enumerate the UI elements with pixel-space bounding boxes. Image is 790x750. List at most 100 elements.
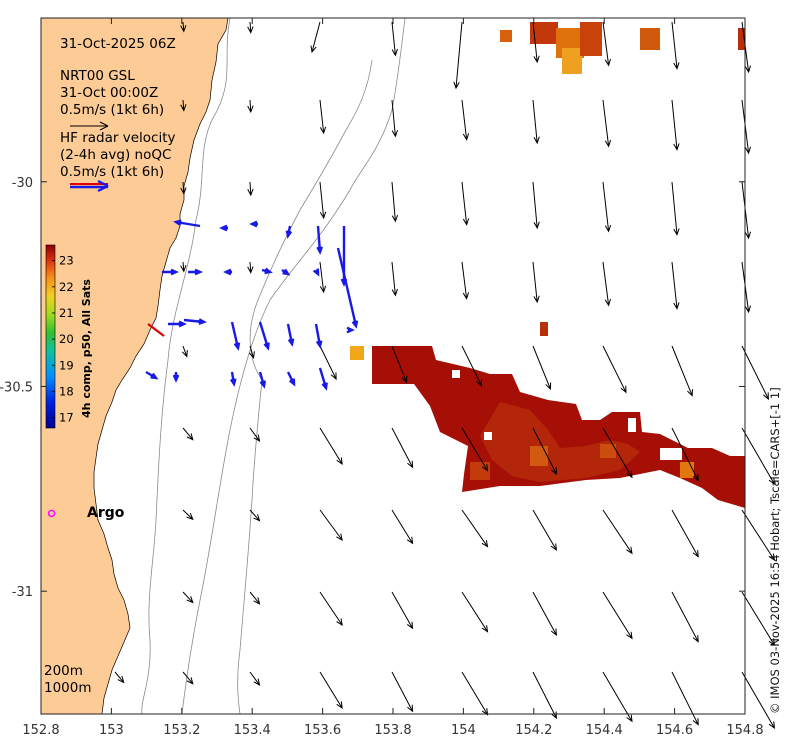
radar-vector bbox=[223, 268, 232, 276]
model-vector bbox=[180, 181, 187, 195]
isobath-1000m-a bbox=[181, 17, 406, 715]
model-vector bbox=[391, 591, 414, 630]
model-vector bbox=[247, 181, 254, 197]
sst-patch bbox=[562, 48, 582, 74]
radar-scale-arrow bbox=[70, 180, 109, 192]
radar-vector bbox=[258, 321, 270, 351]
model-vector bbox=[391, 427, 414, 469]
model-vector bbox=[249, 509, 261, 522]
model-vector bbox=[532, 345, 552, 391]
colorbar-label: 4h comp, p50, All Sats bbox=[80, 279, 93, 418]
radar-vector bbox=[286, 323, 295, 347]
model-vector bbox=[247, 99, 254, 114]
model-vector bbox=[602, 671, 633, 723]
colorbar-tick-label: 18 bbox=[59, 384, 74, 398]
model-vector bbox=[532, 427, 557, 476]
radar-vector bbox=[173, 219, 201, 228]
model-vector bbox=[182, 509, 194, 521]
sst-gap bbox=[484, 432, 492, 440]
model-vector bbox=[319, 591, 343, 627]
sst-patch bbox=[540, 322, 548, 336]
model-vector bbox=[319, 181, 327, 220]
radar-vector bbox=[229, 371, 237, 387]
radar-line2: (2-4h avg) noQC bbox=[60, 147, 171, 163]
model-vector bbox=[391, 509, 414, 545]
sst-filament bbox=[372, 346, 745, 508]
model-vector bbox=[319, 345, 337, 381]
radar-vector bbox=[318, 367, 328, 391]
sst-patch bbox=[530, 22, 558, 44]
model-vector bbox=[671, 591, 699, 643]
model-vector bbox=[391, 181, 399, 223]
x-tick-label: 152.8 bbox=[22, 723, 59, 738]
model-vector bbox=[532, 99, 540, 145]
radar-vector bbox=[316, 225, 323, 255]
hf-radar-vectors bbox=[145, 219, 359, 391]
model-vector bbox=[602, 99, 612, 148]
y-tick-label: -31 bbox=[12, 585, 33, 600]
sst-patch bbox=[580, 22, 602, 56]
credit-text: © IMOS 03-Nov-2025 16:54 Hobart; Tscale=… bbox=[768, 387, 782, 714]
model-vector bbox=[310, 21, 321, 54]
radar-vector bbox=[346, 326, 355, 334]
radar-vector bbox=[162, 268, 179, 276]
model-vector bbox=[453, 21, 463, 90]
model-vector bbox=[249, 591, 261, 605]
model-vector bbox=[247, 261, 254, 274]
model-vector bbox=[532, 181, 540, 230]
model-vector bbox=[602, 181, 612, 233]
model-vector bbox=[461, 509, 489, 548]
model-vector bbox=[182, 671, 194, 685]
model-vector bbox=[180, 261, 187, 273]
model-vector bbox=[532, 591, 557, 637]
colorbar-tick-label: 23 bbox=[59, 254, 74, 268]
model-name: NRT00 GSL bbox=[60, 68, 135, 84]
model-vector bbox=[671, 21, 680, 70]
model-vector bbox=[602, 509, 633, 555]
y-axis: -30 -30.5 -31 bbox=[0, 176, 745, 600]
radar-site-marker bbox=[147, 323, 165, 337]
model-vector bbox=[247, 21, 254, 34]
model-vector bbox=[671, 427, 699, 482]
model-vector bbox=[319, 427, 343, 466]
argo-label: Argo bbox=[87, 505, 125, 521]
model-scale-arrow bbox=[70, 121, 109, 131]
radar-vector bbox=[312, 268, 320, 277]
model-scale: 0.5m/s (1kt 6h) bbox=[60, 102, 164, 118]
sst-patch bbox=[500, 30, 512, 42]
model-vector bbox=[249, 427, 261, 443]
sst-patch bbox=[600, 444, 616, 458]
y-tick-label: -30.5 bbox=[0, 380, 33, 395]
model-vector bbox=[319, 261, 327, 294]
x-tick-label: 153.6 bbox=[304, 723, 341, 738]
x-tick-label: 154.8 bbox=[726, 723, 763, 738]
model-vector bbox=[391, 21, 398, 57]
radar-vector bbox=[249, 220, 258, 228]
x-tick-label: 153 bbox=[99, 723, 124, 738]
model-vector bbox=[532, 261, 540, 304]
x-axis: 152.8 153 153.2 153.4 153.6 153.8 154 154.2 154.… bbox=[22, 18, 764, 738]
x-tick-label: 154.6 bbox=[656, 723, 693, 738]
model-vector bbox=[741, 509, 776, 562]
model-vector bbox=[671, 181, 680, 236]
model-vector bbox=[319, 671, 343, 710]
model-vector bbox=[461, 99, 470, 141]
model-vector bbox=[391, 261, 398, 297]
model-vector bbox=[532, 509, 558, 552]
sst-gap bbox=[452, 370, 460, 378]
model-vector bbox=[461, 261, 470, 300]
model-vector bbox=[741, 345, 769, 401]
model-vector bbox=[602, 261, 612, 307]
x-tick-label: 154 bbox=[451, 723, 476, 738]
model-vector bbox=[741, 671, 776, 730]
model-time: 31-Oct 00:00Z bbox=[60, 85, 158, 101]
model-current-vectors bbox=[114, 21, 776, 730]
model-vector bbox=[319, 99, 327, 135]
colorbar-ticks: 17 18 19 20 21 22 23 bbox=[52, 254, 74, 425]
radar-scale: 0.5m/s (1kt 6h) bbox=[60, 164, 164, 180]
model-vector bbox=[602, 591, 633, 640]
radar-vector bbox=[314, 323, 323, 349]
sst-layer bbox=[350, 22, 745, 508]
sst-gap bbox=[660, 448, 682, 460]
